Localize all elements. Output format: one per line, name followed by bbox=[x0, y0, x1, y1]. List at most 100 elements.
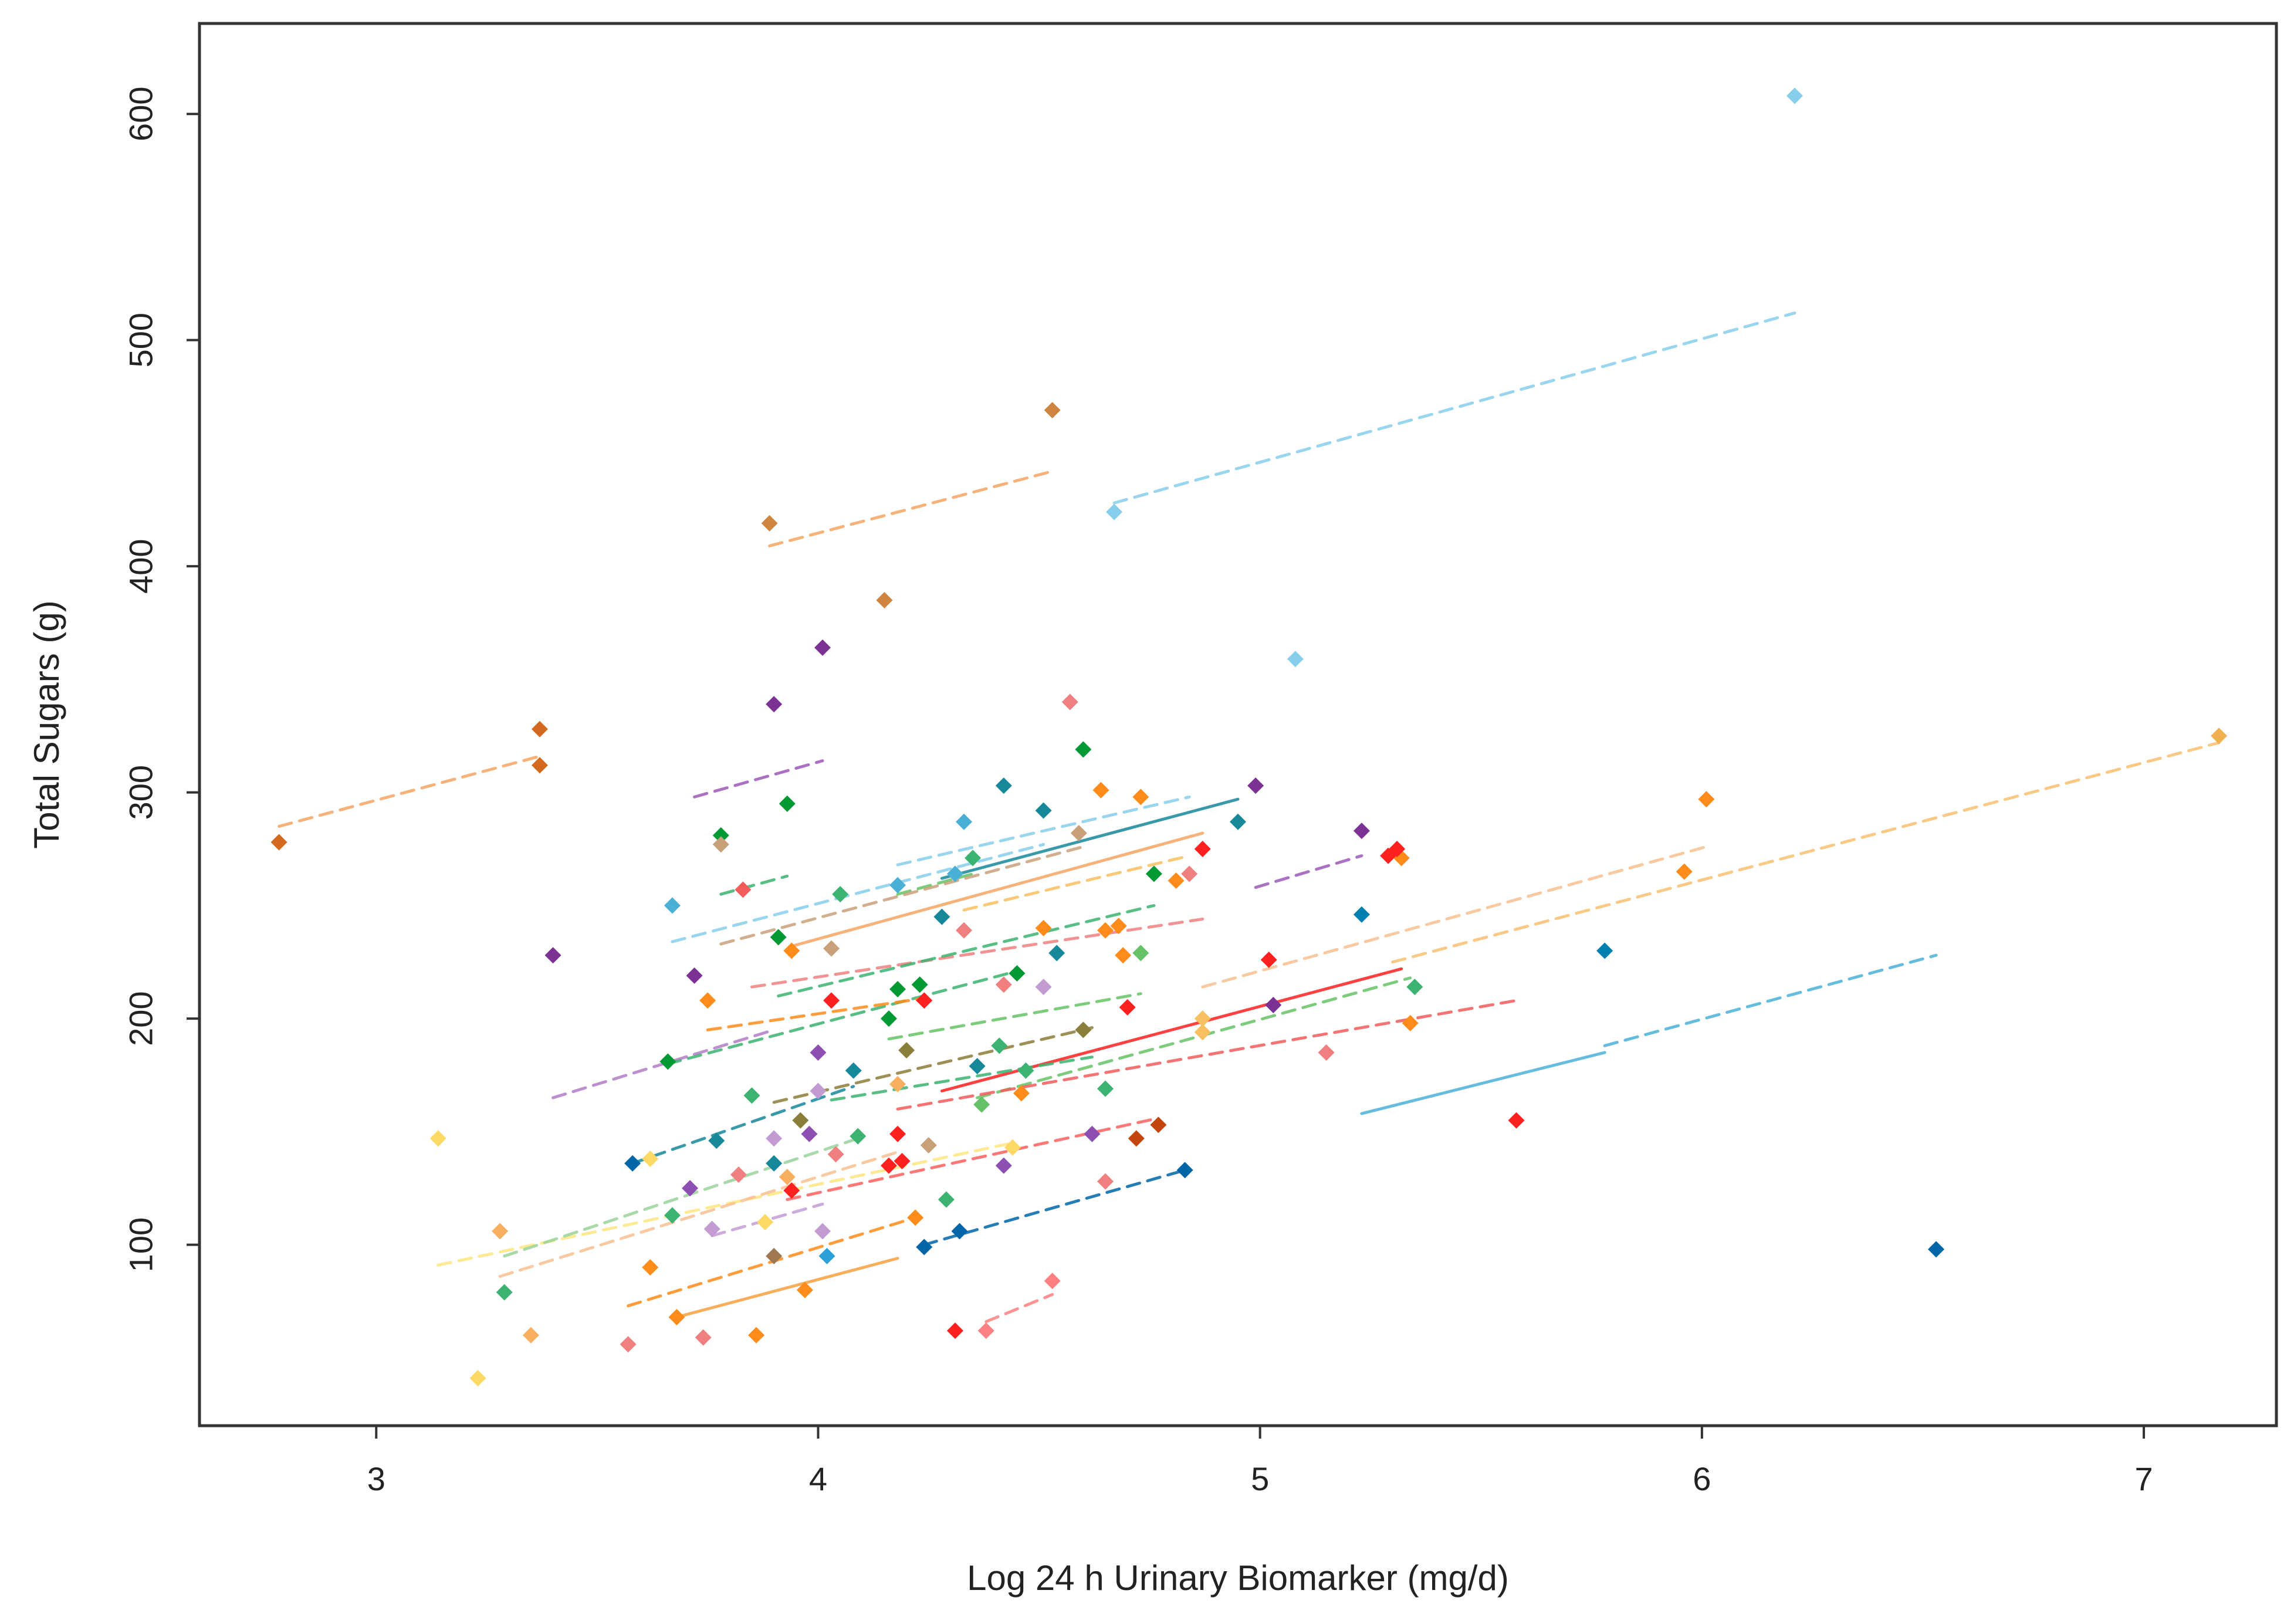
trend-line-37 bbox=[984, 1293, 1054, 1324]
data-point-43 bbox=[951, 1223, 968, 1240]
data-point-87 bbox=[995, 976, 1012, 993]
x-tick-label-7: 7 bbox=[2134, 1460, 2153, 1497]
data-point-114 bbox=[973, 1096, 990, 1113]
data-point-128 bbox=[642, 1151, 659, 1168]
data-point-30 bbox=[969, 1058, 986, 1075]
x-tick-label-6: 6 bbox=[1693, 1460, 1711, 1497]
x-axis-title: Log 24 h Urinary Biomarker (mg/d) bbox=[967, 1558, 1509, 1598]
data-point-122 bbox=[766, 1130, 783, 1147]
trend-line-3 bbox=[693, 759, 824, 799]
data-point-41 bbox=[1928, 1241, 1945, 1258]
data-point-34 bbox=[845, 1062, 862, 1079]
data-point-10 bbox=[766, 696, 783, 713]
data-point-131 bbox=[1194, 1010, 1211, 1027]
data-point-76 bbox=[783, 1182, 800, 1199]
data-point-22 bbox=[889, 981, 906, 998]
data-point-42 bbox=[1176, 1162, 1193, 1179]
data-point-4 bbox=[761, 515, 778, 532]
trend-line-6 bbox=[671, 843, 1046, 943]
trend-line-11 bbox=[790, 831, 1204, 948]
trend-line-27 bbox=[1360, 1051, 1606, 1115]
data-point-11 bbox=[544, 947, 561, 964]
data-point-112 bbox=[496, 1284, 513, 1301]
y-tick-label-500: 500 bbox=[123, 313, 160, 367]
data-point-88 bbox=[827, 1146, 844, 1163]
data-point-120 bbox=[1035, 979, 1052, 996]
data-point-129 bbox=[757, 1214, 774, 1231]
data-point-136 bbox=[889, 1075, 906, 1092]
trend-line-33 bbox=[503, 1136, 860, 1258]
data-point-117 bbox=[1084, 1125, 1101, 1142]
data-point-13 bbox=[1247, 777, 1264, 794]
data-point-35 bbox=[956, 813, 973, 830]
data-point-130 bbox=[2211, 728, 2228, 745]
data-point-134 bbox=[522, 1327, 539, 1344]
trend-line-34 bbox=[710, 1202, 824, 1237]
data-point-109 bbox=[850, 1128, 867, 1145]
trend-lines bbox=[278, 311, 2221, 1324]
data-point-101 bbox=[898, 1042, 915, 1059]
data-point-127 bbox=[1004, 1139, 1021, 1156]
data-point-95 bbox=[823, 940, 840, 957]
data-point-32 bbox=[708, 1132, 725, 1149]
trend-line-5 bbox=[1254, 854, 1363, 889]
data-point-83 bbox=[1044, 1273, 1061, 1290]
data-point-91 bbox=[1318, 1044, 1335, 1061]
data-point-75 bbox=[894, 1152, 911, 1169]
data-point-111 bbox=[664, 1207, 681, 1224]
data-point-18 bbox=[712, 827, 729, 844]
data-point-115 bbox=[810, 1044, 827, 1061]
data-point-37 bbox=[889, 877, 906, 894]
plot-frame bbox=[198, 22, 2278, 1427]
data-point-133 bbox=[492, 1223, 509, 1240]
data-point-51 bbox=[1097, 922, 1114, 939]
data-point-66 bbox=[1194, 841, 1211, 858]
data-point-98 bbox=[766, 1247, 783, 1264]
data-point-72 bbox=[823, 992, 840, 1009]
data-point-49 bbox=[1168, 872, 1185, 889]
trend-line-13 bbox=[962, 854, 1191, 912]
data-point-26 bbox=[995, 777, 1012, 794]
trend-line-29 bbox=[786, 1116, 1160, 1202]
trend-line-1 bbox=[768, 469, 1054, 547]
trend-line-24 bbox=[896, 999, 1518, 1111]
data-point-126 bbox=[469, 1370, 486, 1387]
data-point-27 bbox=[1035, 802, 1052, 819]
trend-line-9 bbox=[719, 874, 789, 896]
data-point-8 bbox=[531, 757, 548, 774]
data-point-135 bbox=[779, 1168, 796, 1185]
data-point-3 bbox=[1044, 402, 1061, 419]
data-point-20 bbox=[770, 929, 787, 946]
data-point-97 bbox=[920, 1137, 937, 1153]
data-point-19 bbox=[1145, 865, 1162, 882]
trend-line-15 bbox=[777, 904, 1156, 998]
data-point-60 bbox=[1013, 1085, 1030, 1102]
data-point-36 bbox=[664, 897, 681, 914]
data-point-55 bbox=[1676, 863, 1693, 880]
data-point-15 bbox=[1265, 997, 1282, 1013]
data-point-64 bbox=[668, 1308, 685, 1325]
trend-line-20 bbox=[772, 1026, 1094, 1104]
data-point-50 bbox=[1035, 919, 1052, 936]
data-point-2 bbox=[1287, 651, 1304, 668]
data-point-77 bbox=[1508, 1112, 1525, 1129]
trend-line-18 bbox=[706, 996, 926, 1031]
trend-line-26 bbox=[1391, 741, 2221, 964]
trend-line-17 bbox=[887, 992, 1142, 1041]
data-point-40 bbox=[1596, 942, 1613, 959]
data-point-47 bbox=[1092, 781, 1109, 799]
data-point-92 bbox=[620, 1336, 637, 1353]
y-tick-label-300: 300 bbox=[123, 765, 160, 820]
data-point-14 bbox=[1353, 823, 1370, 840]
trend-line-22 bbox=[976, 976, 1412, 1099]
data-point-119 bbox=[682, 1180, 699, 1197]
data-point-78 bbox=[946, 1322, 963, 1339]
data-point-31 bbox=[1048, 945, 1065, 962]
data-point-70 bbox=[1119, 999, 1136, 1016]
data-point-93 bbox=[695, 1329, 712, 1346]
y-axis-title: Total Sugars (g) bbox=[27, 600, 66, 849]
data-point-58 bbox=[783, 942, 800, 959]
data-point-102 bbox=[1132, 945, 1149, 962]
trend-line-23 bbox=[830, 1055, 1094, 1102]
data-point-125 bbox=[429, 1130, 446, 1147]
